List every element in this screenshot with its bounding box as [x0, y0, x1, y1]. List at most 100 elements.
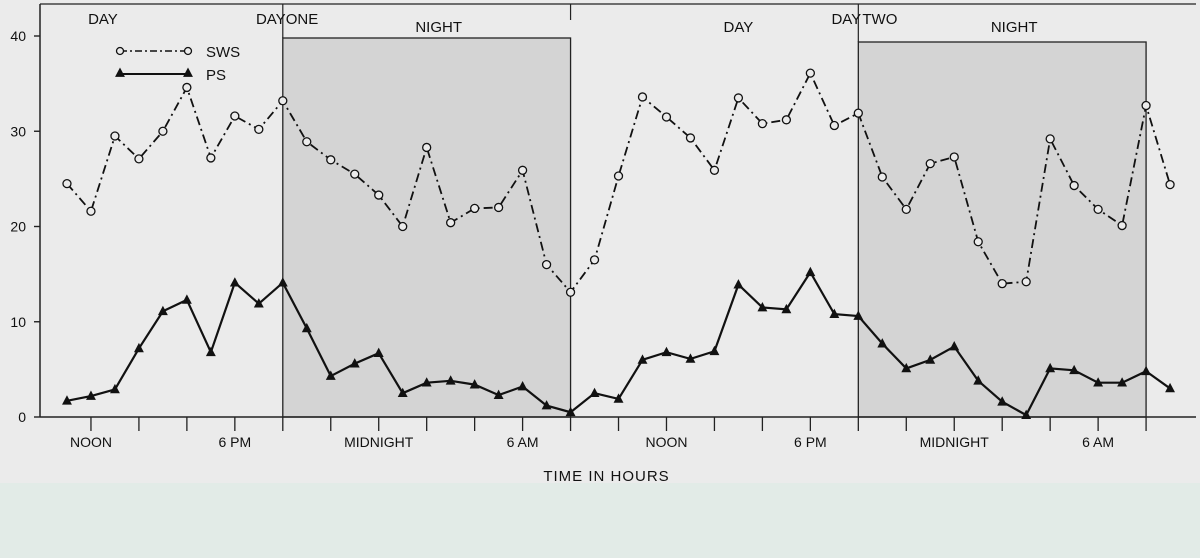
- y-tick-label: 30: [10, 123, 26, 139]
- y-tick-label: 10: [10, 314, 26, 330]
- ps-point: [1045, 362, 1056, 373]
- band-annotation: NIGHT: [415, 19, 462, 36]
- x-tick-label: NOON: [645, 434, 687, 450]
- ps-point: [421, 377, 432, 387]
- ps-point: [733, 279, 744, 289]
- sws-point: [1117, 220, 1127, 231]
- sws-point: [517, 165, 528, 175]
- ps-point: [301, 322, 312, 333]
- ps-point: [493, 389, 504, 399]
- sws-point: [1045, 134, 1055, 144]
- ps-point: [445, 375, 456, 385]
- sws-point: [973, 237, 983, 247]
- sws-point: [1141, 100, 1151, 111]
- sws-point: [469, 203, 480, 214]
- ps-point: [349, 358, 360, 368]
- y-tick-label: 20: [10, 219, 26, 235]
- ps-point: [1165, 382, 1176, 393]
- sws-point: [613, 171, 624, 181]
- band-annotation: TWO: [862, 11, 897, 28]
- sws-point: [877, 172, 887, 182]
- ps-point: [949, 341, 960, 351]
- ps-point: [781, 303, 792, 314]
- ps-point: [253, 298, 264, 308]
- legend-ps-marker: [183, 67, 193, 77]
- sws-point: [302, 137, 312, 147]
- sws-point: [853, 108, 863, 118]
- ps-point: [829, 308, 840, 318]
- sws-point: [829, 120, 839, 131]
- ps-point: [62, 395, 72, 405]
- sws-point: [1021, 277, 1031, 287]
- sws-point: [1165, 179, 1175, 190]
- ps-point: [877, 338, 888, 348]
- ps-point: [805, 266, 816, 277]
- sws-point: [541, 259, 552, 270]
- ps-point: [373, 347, 384, 358]
- x-tick-label: 6 AM: [1082, 434, 1114, 450]
- sws-point: [374, 190, 384, 200]
- sws-point: [422, 142, 432, 153]
- sws-point: [206, 153, 216, 163]
- ps-point: [541, 400, 552, 410]
- sws-point: [637, 92, 648, 102]
- sleep-chart-figure: 0 10 20 30 40 SWS PS NOON 6 PM MIDNIGHT 6 AM NOON…: [10, 3, 1196, 483]
- sws-point: [110, 131, 120, 141]
- ps-point: [325, 370, 336, 380]
- x-axis-title: TIME IN HOURS: [543, 468, 669, 483]
- x-tick-label: MIDNIGHT: [920, 434, 990, 450]
- sws-point: [446, 218, 456, 228]
- ps-point: [757, 301, 768, 312]
- ps-point: [205, 346, 216, 357]
- legend-sws-label: SWS: [206, 44, 240, 61]
- sws-point: [661, 112, 672, 122]
- sws-point: [589, 255, 600, 265]
- band-annotation: NIGHT: [991, 19, 1038, 36]
- sws-point: [493, 202, 504, 213]
- sws-point: [1069, 180, 1079, 191]
- night-band-2: [857, 41, 1147, 418]
- legend-ps-marker: [115, 67, 125, 77]
- y-tick-label: 0: [18, 409, 26, 425]
- sleep-chart: 0 10 20 30 40 SWS PS NOON 6 PM MIDNIGHT 6 AM NOON…: [10, 3, 1196, 483]
- sws-point: [350, 169, 360, 179]
- sws-point: [158, 126, 168, 136]
- night-band-1: [282, 37, 572, 418]
- ps-point: [1069, 364, 1080, 375]
- ps-point: [1093, 377, 1104, 387]
- legend-ps-label: PS: [206, 67, 226, 84]
- sws-point: [901, 204, 911, 215]
- sws-point: [182, 82, 192, 93]
- ps-point: [613, 393, 624, 403]
- ps-point: [469, 379, 480, 389]
- ps-point: [709, 345, 720, 356]
- ps-point: [685, 353, 696, 363]
- sws-point: [781, 115, 792, 125]
- y-tick-label: 40: [10, 28, 26, 44]
- sws-point: [685, 133, 696, 143]
- series-line-sws: [66, 71, 1171, 294]
- ps-point: [589, 387, 600, 398]
- ps-point: [1021, 409, 1032, 419]
- ps-point: [901, 362, 912, 373]
- ps-point: [181, 294, 192, 304]
- ps-point: [86, 390, 96, 400]
- legend-sws-marker: [183, 46, 193, 56]
- ps-point: [157, 305, 168, 316]
- x-tick-label: 6 PM: [794, 434, 827, 450]
- sws-point: [254, 124, 264, 134]
- sws-point: [278, 96, 288, 106]
- x-tick-label: MIDNIGHT: [344, 434, 414, 450]
- sws-point: [709, 165, 720, 175]
- ps-point: [661, 346, 672, 357]
- ps-point: [565, 406, 576, 417]
- x-tick-label: 6 PM: [218, 434, 251, 450]
- sws-point: [326, 155, 336, 165]
- band-annotation: ONE: [286, 11, 319, 28]
- sws-point: [805, 68, 816, 78]
- sws-point: [1093, 204, 1103, 215]
- ps-point: [277, 277, 288, 287]
- sws-point: [733, 93, 744, 103]
- ps-point: [517, 381, 528, 391]
- ps-point: [1141, 365, 1152, 376]
